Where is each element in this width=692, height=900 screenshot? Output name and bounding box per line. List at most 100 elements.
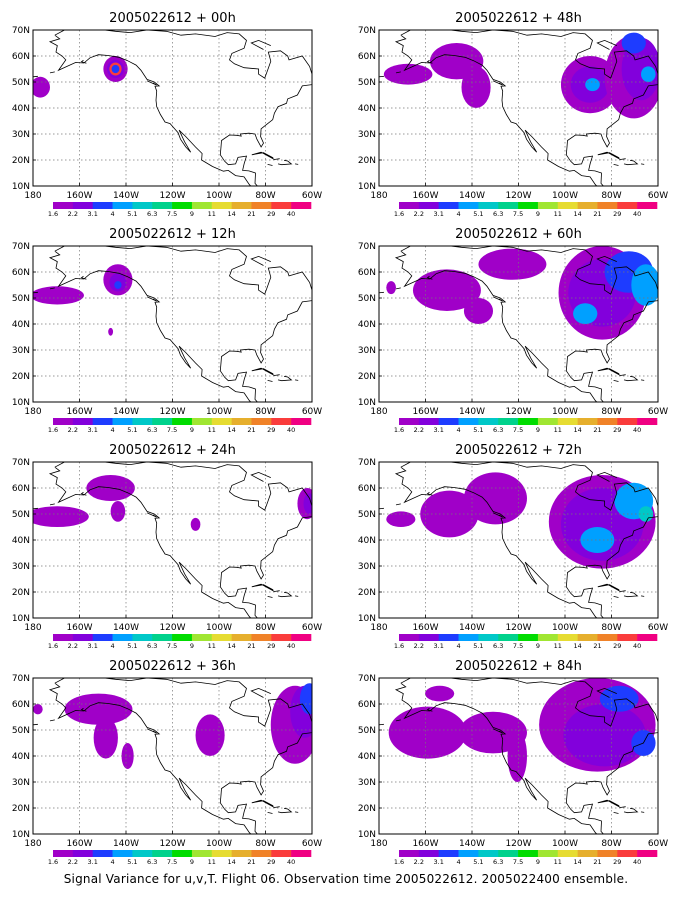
coastline bbox=[394, 30, 658, 186]
colorbar-swatch bbox=[112, 418, 133, 425]
colorbar-label: 6.3 bbox=[147, 858, 157, 866]
colorbar-swatch bbox=[132, 634, 153, 641]
y-tick-label: 10N bbox=[12, 830, 30, 840]
x-tick-label: 120W bbox=[159, 407, 185, 417]
y-tick-label: 30N bbox=[12, 130, 30, 140]
variance-contour bbox=[641, 66, 656, 82]
colorbar-label: 7.5 bbox=[513, 642, 523, 650]
colorbar-label: 14 bbox=[573, 210, 581, 218]
colorbar-label: 9 bbox=[190, 426, 194, 434]
colorbar-swatch bbox=[498, 850, 519, 857]
colorbar-swatch bbox=[72, 418, 93, 425]
x-tick-label: 100W bbox=[552, 191, 578, 201]
variance-contour bbox=[33, 704, 43, 715]
colorbar-label: 7.5 bbox=[167, 210, 177, 218]
panel-title: 2005022612 + 48h bbox=[455, 11, 582, 26]
colorbar-label: 6.3 bbox=[147, 426, 157, 434]
colorbar-label: 14 bbox=[227, 642, 235, 650]
colorbar-label: 14 bbox=[573, 426, 581, 434]
x-tick-label: 80W bbox=[601, 191, 621, 201]
x-tick-label: 80W bbox=[601, 407, 621, 417]
colorbar-swatch bbox=[132, 850, 153, 857]
variance-contour bbox=[461, 66, 491, 108]
coastline bbox=[596, 471, 617, 482]
colorbar-label: 6.3 bbox=[493, 858, 503, 866]
coastline bbox=[146, 296, 157, 302]
x-tick-label: 100W bbox=[552, 407, 578, 417]
coastline bbox=[277, 807, 293, 814]
colorbar-label: 1.6 bbox=[394, 642, 404, 650]
coastline bbox=[49, 719, 55, 722]
x-tick-label: 100W bbox=[206, 623, 232, 633]
colorbar-label: 3.1 bbox=[434, 210, 444, 218]
colorbar-swatch bbox=[399, 202, 420, 209]
colorbar-label: 3.1 bbox=[434, 858, 444, 866]
colorbar-swatch bbox=[211, 418, 232, 425]
y-tick-label: 60N bbox=[358, 268, 376, 278]
colorbar-swatch bbox=[251, 850, 272, 857]
colorbar-label: 14 bbox=[227, 426, 235, 434]
colorbar-label: 11 bbox=[208, 426, 216, 434]
colorbar-swatch bbox=[498, 202, 519, 209]
colorbar-swatch bbox=[577, 634, 598, 641]
colorbar-label: 9 bbox=[190, 210, 194, 218]
colorbar-swatch bbox=[231, 850, 252, 857]
colorbar-label: 2.2 bbox=[68, 858, 78, 866]
map-area bbox=[33, 462, 312, 618]
coastline bbox=[394, 678, 658, 834]
map-panel-7: 2005022612 + 72h 10N 20N 30N 40N 50N 60N 70N 180… bbox=[358, 443, 668, 650]
coastline bbox=[640, 595, 645, 597]
x-tick-label: 140W bbox=[113, 839, 139, 849]
coastline bbox=[623, 591, 639, 598]
colorbar-swatch bbox=[518, 850, 539, 857]
map-area bbox=[33, 30, 312, 186]
coastline bbox=[623, 159, 639, 166]
coastline bbox=[394, 462, 658, 618]
coastline bbox=[640, 811, 645, 813]
x-tick-label: 60W bbox=[302, 191, 322, 201]
map-area bbox=[33, 246, 312, 402]
variance-contour bbox=[420, 490, 479, 538]
colorbar-label: 29 bbox=[267, 858, 275, 866]
coastline bbox=[640, 379, 645, 381]
panel-title: 2005022612 + 72h bbox=[455, 443, 582, 458]
colorbar-swatch bbox=[172, 202, 193, 209]
y-tick-label: 70N bbox=[358, 26, 376, 36]
x-tick-label: 180 bbox=[370, 623, 387, 633]
coastline bbox=[48, 30, 312, 186]
colorbar-swatch bbox=[132, 202, 153, 209]
y-tick-label: 40N bbox=[358, 752, 376, 762]
colorbar-label: 40 bbox=[287, 426, 295, 434]
coastline bbox=[267, 812, 273, 814]
coastline bbox=[49, 287, 55, 290]
colorbar-label: 1.6 bbox=[48, 642, 58, 650]
y-tick-label: 10N bbox=[358, 830, 376, 840]
colorbar-swatch bbox=[271, 418, 292, 425]
variance-contour bbox=[108, 327, 114, 336]
coastline bbox=[80, 707, 87, 712]
colorbar-label: 4 bbox=[456, 642, 460, 650]
colorbar: 1.6 2.2 3.1 4 5.1 6.3 7.5 9 11 14 21 29 40 bbox=[48, 418, 312, 434]
colorbar-swatch bbox=[637, 418, 658, 425]
x-tick-label: 60W bbox=[302, 407, 322, 417]
colorbar-swatch bbox=[92, 634, 113, 641]
x-tick-label: 100W bbox=[206, 839, 232, 849]
y-tick-label: 20N bbox=[358, 804, 376, 814]
colorbar-label: 3.1 bbox=[88, 426, 98, 434]
coastline bbox=[395, 719, 401, 722]
colorbar-label: 5.1 bbox=[473, 426, 483, 434]
colorbar-label: 1.6 bbox=[48, 210, 58, 218]
x-tick-label: 120W bbox=[159, 191, 185, 201]
colorbar-label: 1.6 bbox=[48, 426, 58, 434]
x-tick-label: 180 bbox=[370, 407, 387, 417]
colorbar-label: 21 bbox=[247, 858, 255, 866]
colorbar-swatch bbox=[251, 418, 272, 425]
coastline bbox=[426, 59, 433, 64]
colorbar-swatch bbox=[231, 634, 252, 641]
variance-contour bbox=[386, 281, 396, 295]
coastline bbox=[597, 583, 626, 592]
y-tick-label: 30N bbox=[12, 562, 30, 572]
variance-contour bbox=[507, 730, 527, 782]
coastline bbox=[596, 39, 617, 50]
colorbar-swatch bbox=[518, 418, 539, 425]
